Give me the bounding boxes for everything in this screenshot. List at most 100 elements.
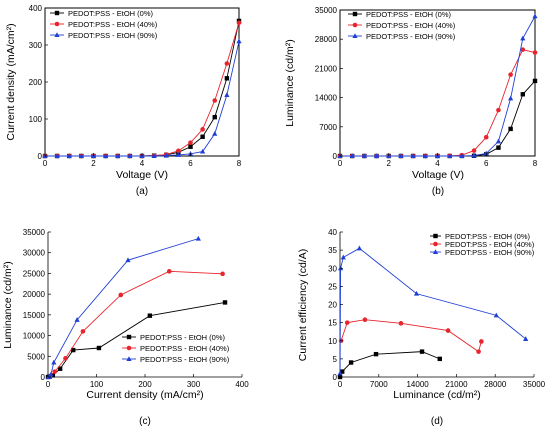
- data-point-2: [200, 148, 206, 154]
- x-tick-label: 2: [91, 159, 96, 168]
- legend-label: PEDOT:PSS - EtOH (90%): [68, 31, 158, 40]
- data-marks: [337, 245, 529, 380]
- data-point-1: [483, 134, 489, 140]
- data-point-1: [398, 321, 404, 326]
- x-tick-label: 100: [90, 380, 104, 389]
- legend-marker: [126, 345, 132, 351]
- legend-marker: [433, 233, 438, 239]
- data-point-1: [445, 328, 451, 333]
- y-tick-label: 10000: [23, 332, 46, 341]
- y-tick-label: 7000: [319, 123, 337, 132]
- data-point-2: [151, 153, 157, 158]
- data-point-1: [52, 369, 58, 374]
- y-tick-label: 21000: [315, 64, 338, 73]
- data-point-1: [344, 320, 350, 325]
- data-point-2: [447, 153, 453, 158]
- data-point-1: [508, 72, 513, 77]
- x-tick-label: 35000: [523, 380, 546, 389]
- legend-label: PEDOT:PSS - EtOH (0%): [366, 10, 452, 19]
- x-tick-label: 0: [338, 159, 343, 168]
- data-point-2: [471, 152, 477, 158]
- data-marks: [45, 235, 228, 380]
- data-point-2: [224, 92, 230, 97]
- legend-label: PEDOT:PSS - EtOH (40%): [68, 20, 158, 29]
- data-point-0: [71, 347, 76, 353]
- data-point-0: [496, 145, 501, 150]
- data-point-1: [118, 292, 124, 298]
- y-tick-label: 0: [333, 373, 338, 382]
- series-line-0: [45, 20, 240, 157]
- legend-marker: [126, 334, 132, 340]
- legend-marker: [54, 10, 60, 16]
- data-point-2: [51, 359, 57, 365]
- y-tick-label: 25000: [23, 269, 46, 278]
- x-tick-label: 400: [235, 380, 249, 389]
- data-point-2: [103, 153, 109, 158]
- data-point-0: [508, 126, 513, 132]
- panel-d-current-efficiency-vs-luminance: 0 7000 14000 21000 28000 35000 0 5 10 15 20 25 30 35 4…: [297, 228, 546, 427]
- data-point-2: [236, 38, 242, 44]
- data-point-1: [200, 127, 205, 132]
- legend: PEDOT:PSS - EtOH (0%) PEDOT:PSS - EtOH (4…: [50, 9, 158, 40]
- x-tick-label: 4: [140, 159, 145, 168]
- legend-marker: [54, 32, 60, 37]
- data-point-2: [520, 35, 526, 41]
- legend-marker: [352, 11, 358, 17]
- data-point-2: [532, 13, 538, 19]
- data-point-2: [508, 95, 514, 101]
- series-line-2: [45, 41, 240, 157]
- data-point-2: [337, 370, 343, 376]
- y-tick-label: 35000: [315, 6, 338, 15]
- data-point-2: [413, 290, 420, 296]
- y-axis-label: Current efficiency (cd/A): [297, 249, 309, 361]
- y-tick-label: 20: [328, 301, 337, 310]
- data-point-2: [195, 235, 201, 241]
- data-point-0: [147, 313, 153, 318]
- x-tick-label: 0: [338, 380, 343, 389]
- x-axis-label: Luminance (cd/m²): [393, 389, 481, 401]
- data-point-2: [115, 153, 121, 158]
- data-point-2: [356, 245, 362, 251]
- legend-label: PEDOT:PSS - EtOH (90%): [140, 355, 230, 364]
- series-line-2: [339, 247, 526, 374]
- x-tick-label: 6: [188, 159, 193, 168]
- data-point-0: [188, 144, 193, 149]
- data-point-1: [176, 148, 181, 154]
- x-tick-label: 6: [484, 159, 489, 168]
- legend-label: PEDOT:PSS - EtOH (40%): [140, 344, 230, 353]
- data-point-1: [212, 98, 218, 103]
- y-tick-label: 300: [29, 41, 43, 50]
- data-point-2: [66, 153, 72, 158]
- x-tick-label: 21000: [445, 380, 468, 389]
- y-tick-label: 200: [29, 78, 43, 87]
- panel-caption: (d): [431, 416, 443, 427]
- y-tick-label: 40: [328, 228, 337, 237]
- y-axis-label: Luminance (cd/m²): [284, 39, 296, 127]
- x-axis-label: Voltage (V): [412, 169, 464, 181]
- legend: PEDOT:PSS - EtOH (0%) PEDOT:PSS - EtOH (4…: [348, 10, 456, 41]
- x-tick-label: 2: [387, 159, 392, 168]
- x-tick-label: 14000: [406, 380, 429, 389]
- axis-ticks: 0 7000 14000 21000 28000 35000 0 5 10 15 20 25 30 35 4…: [328, 228, 546, 389]
- data-point-2: [493, 312, 499, 318]
- data-point-0: [200, 134, 205, 139]
- data-point-1: [362, 317, 368, 323]
- legend-label: PEDOT:PSS - EtOH (90%): [366, 32, 456, 41]
- data-point-1: [188, 140, 193, 145]
- legend-label: PEDOT:PSS - EtOH (90%): [445, 248, 535, 257]
- data-point-2: [373, 153, 380, 158]
- data-point-2: [163, 152, 169, 158]
- legend-label: PEDOT:PSS - EtOH (40%): [366, 21, 456, 30]
- data-point-0: [348, 360, 354, 365]
- data-point-2: [495, 138, 502, 144]
- data-point-0: [532, 78, 538, 84]
- data-point-2: [74, 317, 80, 322]
- data-point-0: [520, 92, 526, 97]
- y-tick-label: 10: [328, 337, 337, 346]
- y-tick-label: 15: [328, 319, 337, 328]
- data-point-2: [78, 153, 84, 158]
- series-line-1: [340, 319, 482, 353]
- panel-caption: (b): [432, 186, 444, 197]
- data-point-2: [422, 153, 428, 158]
- series-line-0: [340, 80, 536, 157]
